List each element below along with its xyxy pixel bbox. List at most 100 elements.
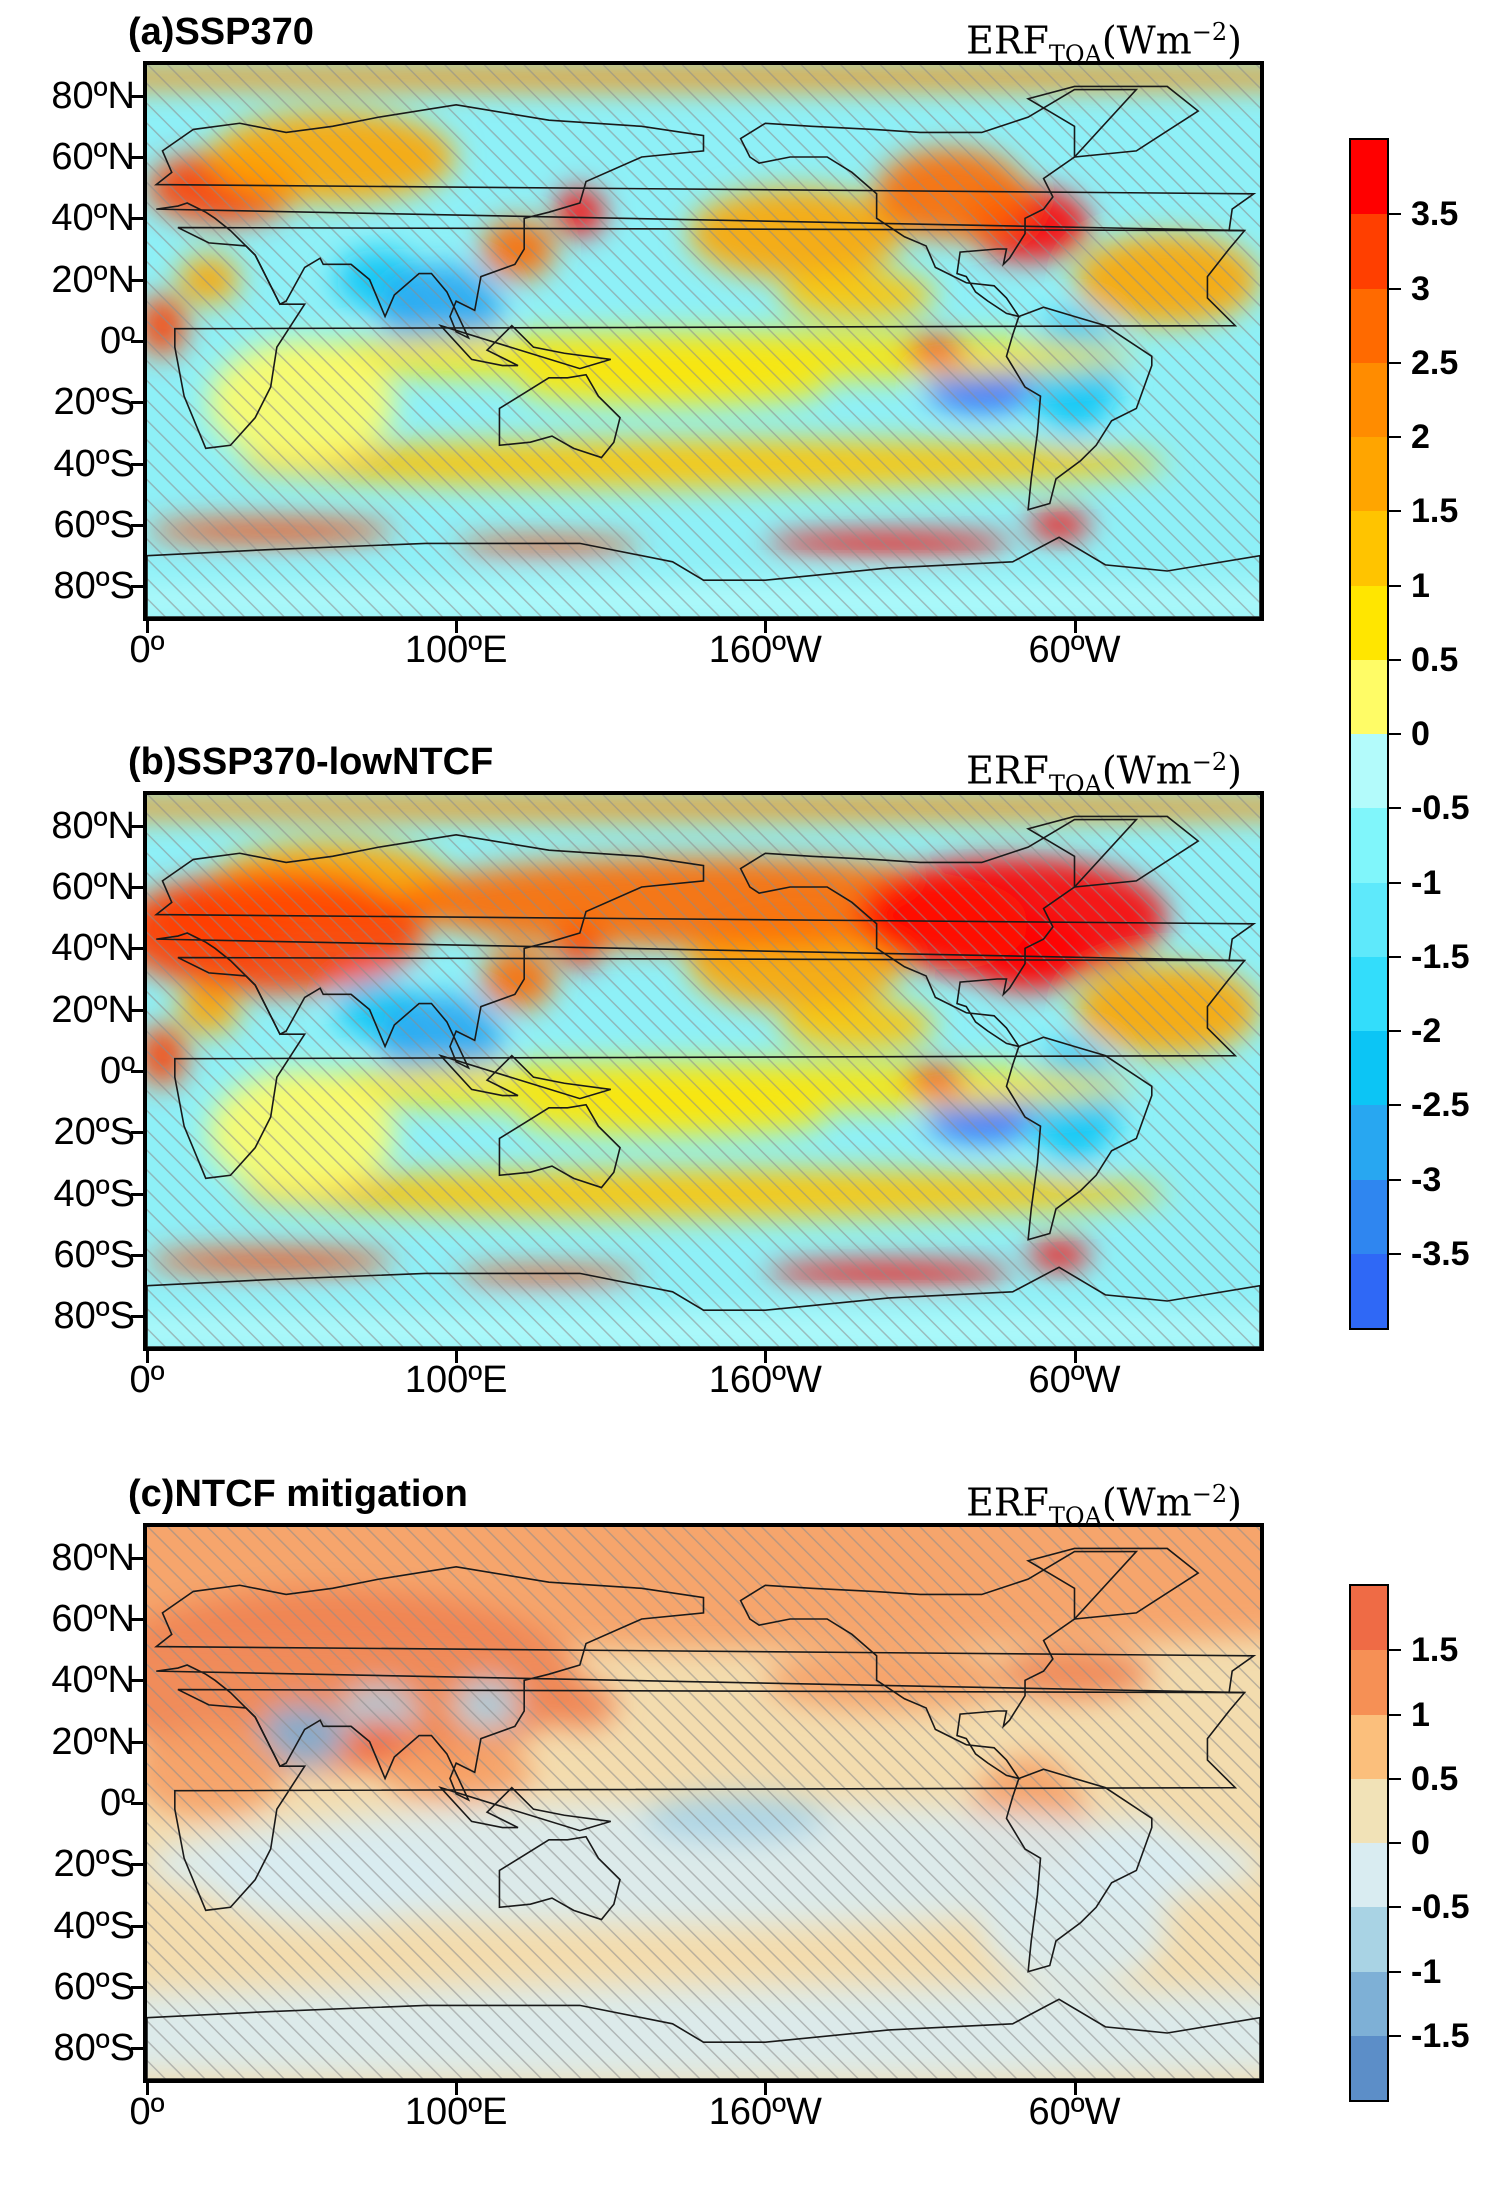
colorbar-tick bbox=[1389, 658, 1401, 661]
lat-tick bbox=[131, 1740, 143, 1744]
colorbar-tick-label: -2 bbox=[1411, 1012, 1442, 1050]
colorbar-tick-label: -3.5 bbox=[1411, 1234, 1470, 1273]
lat-tick-label: 20ºN bbox=[51, 1720, 135, 1763]
colorbar-tick bbox=[1389, 1906, 1401, 1909]
lon-tick-label: 100ºE bbox=[404, 629, 508, 671]
lon-tick-label: 0º bbox=[129, 2091, 165, 2133]
colorbar-tick bbox=[1389, 1649, 1401, 1652]
colorbar-tick-label: 0.5 bbox=[1411, 1759, 1459, 1798]
colorbar-tick bbox=[1389, 510, 1401, 513]
colorbar-segment bbox=[1351, 1778, 1387, 1843]
colorbar-segment bbox=[1351, 659, 1387, 734]
lat-tick-label: 0º bbox=[99, 1050, 135, 1092]
lat-tick-label: 60ºN bbox=[51, 866, 135, 908]
lat-tick-label: 60ºN bbox=[51, 1598, 135, 1640]
lat-tick-label: 60ºN bbox=[51, 136, 135, 178]
colorbar-segment bbox=[1351, 437, 1387, 512]
lon-tick-label: 160ºW bbox=[708, 629, 822, 671]
lat-tick-label: 20ºS bbox=[53, 1111, 136, 1154]
lon-tick bbox=[146, 621, 149, 633]
lat-tick bbox=[131, 94, 143, 98]
colorbar-segment bbox=[1351, 1253, 1387, 1328]
colorbar-tick-label: 2.5 bbox=[1411, 343, 1459, 382]
panel-title: (b)SSP370-lowNTCF bbox=[128, 741, 494, 783]
colorbar-tick-label: 3 bbox=[1411, 269, 1430, 308]
panel-c: (c)NTCF mitigation ERFTOA(Wm−2) 80ºN 60ºN… bbox=[0, 1472, 1505, 2202]
colorbar-tick bbox=[1389, 1713, 1401, 1716]
colorbar-tick bbox=[1389, 287, 1401, 290]
lat-tick-label: 20ºS bbox=[53, 381, 136, 424]
colorbar-segment bbox=[1351, 288, 1387, 363]
lon-tick bbox=[455, 621, 459, 633]
colorbar-tick bbox=[1389, 881, 1401, 884]
coastlines bbox=[147, 815, 1260, 1347]
lat-tick bbox=[131, 886, 143, 889]
colorbar-c bbox=[1349, 1584, 1389, 2102]
colorbar-tick-label: -0.5 bbox=[1411, 789, 1470, 828]
lon-tick-label: 0º bbox=[129, 629, 165, 671]
lat-tick bbox=[131, 1070, 143, 1073]
map-canvas bbox=[147, 1527, 1260, 2079]
lat-tick-label: 40ºN bbox=[51, 197, 135, 240]
lat-tick-label: 20ºS bbox=[53, 1843, 136, 1886]
lat-tick bbox=[131, 462, 143, 466]
lat-tick bbox=[131, 1315, 143, 1319]
lon-tick-label: 160ºW bbox=[708, 1359, 822, 1401]
lon-tick-label: 160ºW bbox=[708, 2091, 822, 2133]
colorbar-tick-label: -1.5 bbox=[1411, 937, 1470, 976]
colorbar-segment bbox=[1351, 956, 1387, 1031]
lat-tick-label: 80ºS bbox=[53, 1295, 136, 1338]
panel-unit-label: ERFTOA(Wm−2) bbox=[966, 1480, 1242, 1531]
lat-tick-label: 80ºS bbox=[53, 2027, 136, 2070]
panel-title: (a)SSP370 bbox=[128, 11, 314, 53]
colorbar-tick-label: -2.5 bbox=[1411, 1086, 1470, 1125]
colorbar-segment bbox=[1351, 1105, 1387, 1180]
lon-tick-label: 60ºW bbox=[1028, 1359, 1121, 1401]
lat-tick bbox=[131, 1802, 143, 1805]
colorbar-segment bbox=[1351, 1907, 1387, 1972]
lat-tick-label: 60ºS bbox=[53, 1966, 136, 2008]
lat-tick bbox=[131, 1863, 143, 1867]
colorbar-segment bbox=[1351, 882, 1387, 957]
colorbar-tick-label: 3.5 bbox=[1411, 195, 1459, 234]
colorbar-tick-label: 1.5 bbox=[1411, 492, 1459, 531]
colorbar-segment bbox=[1351, 362, 1387, 437]
map-canvas bbox=[147, 795, 1260, 1347]
colorbar-segment bbox=[1351, 1843, 1387, 1908]
lon-tick bbox=[146, 1351, 149, 1363]
lon-tick-label: 60ºW bbox=[1028, 2091, 1121, 2133]
lat-tick-label: 40ºS bbox=[53, 1172, 136, 1215]
map-b bbox=[143, 791, 1264, 1351]
colorbar-tick bbox=[1389, 584, 1401, 587]
lon-tick-label: 100ºE bbox=[404, 1359, 508, 1401]
lon-tick-label: 0º bbox=[129, 1359, 165, 1401]
colorbar-tick bbox=[1389, 1030, 1401, 1032]
lat-tick-label: 60ºS bbox=[53, 504, 136, 546]
lat-tick bbox=[131, 2047, 143, 2051]
panel-b: (b)SSP370-lowNTCF ERFTOA(Wm−2) 80ºN 60ºN 4… bbox=[0, 740, 1505, 1470]
lat-tick-label: 40ºS bbox=[53, 442, 136, 485]
map-canvas bbox=[147, 65, 1260, 617]
lat-tick bbox=[131, 824, 143, 828]
colorbar-tick bbox=[1389, 2034, 1401, 2037]
colorbar-tick bbox=[1389, 1104, 1401, 1107]
colorbar-tick-label: -1.5 bbox=[1411, 2016, 1470, 2055]
colorbar-segment bbox=[1351, 1031, 1387, 1106]
colorbar-tick-label: -1 bbox=[1411, 863, 1442, 902]
lat-tick-label: 20ºN bbox=[51, 258, 135, 301]
lat-tick bbox=[131, 1924, 143, 1928]
lat-tick bbox=[131, 1192, 143, 1196]
lat-tick bbox=[131, 401, 143, 405]
lat-tick-label: 80ºN bbox=[51, 1536, 135, 1579]
colorbar-tick-label: 1 bbox=[1411, 566, 1430, 605]
colorbar-tick-label: 0.5 bbox=[1411, 640, 1459, 679]
colorbar-tick-label: 1.5 bbox=[1411, 1631, 1459, 1670]
lon-tick-label: 60ºW bbox=[1028, 629, 1121, 671]
colorbar-segment bbox=[1351, 1586, 1387, 1651]
lon-tick-label: 100ºE bbox=[404, 2091, 508, 2133]
colorbar-segment bbox=[1351, 585, 1387, 660]
lon-tick bbox=[455, 2083, 459, 2095]
lat-tick bbox=[131, 585, 143, 589]
lon-tick bbox=[455, 1351, 459, 1363]
lat-tick-label: 40ºN bbox=[51, 1659, 135, 1702]
